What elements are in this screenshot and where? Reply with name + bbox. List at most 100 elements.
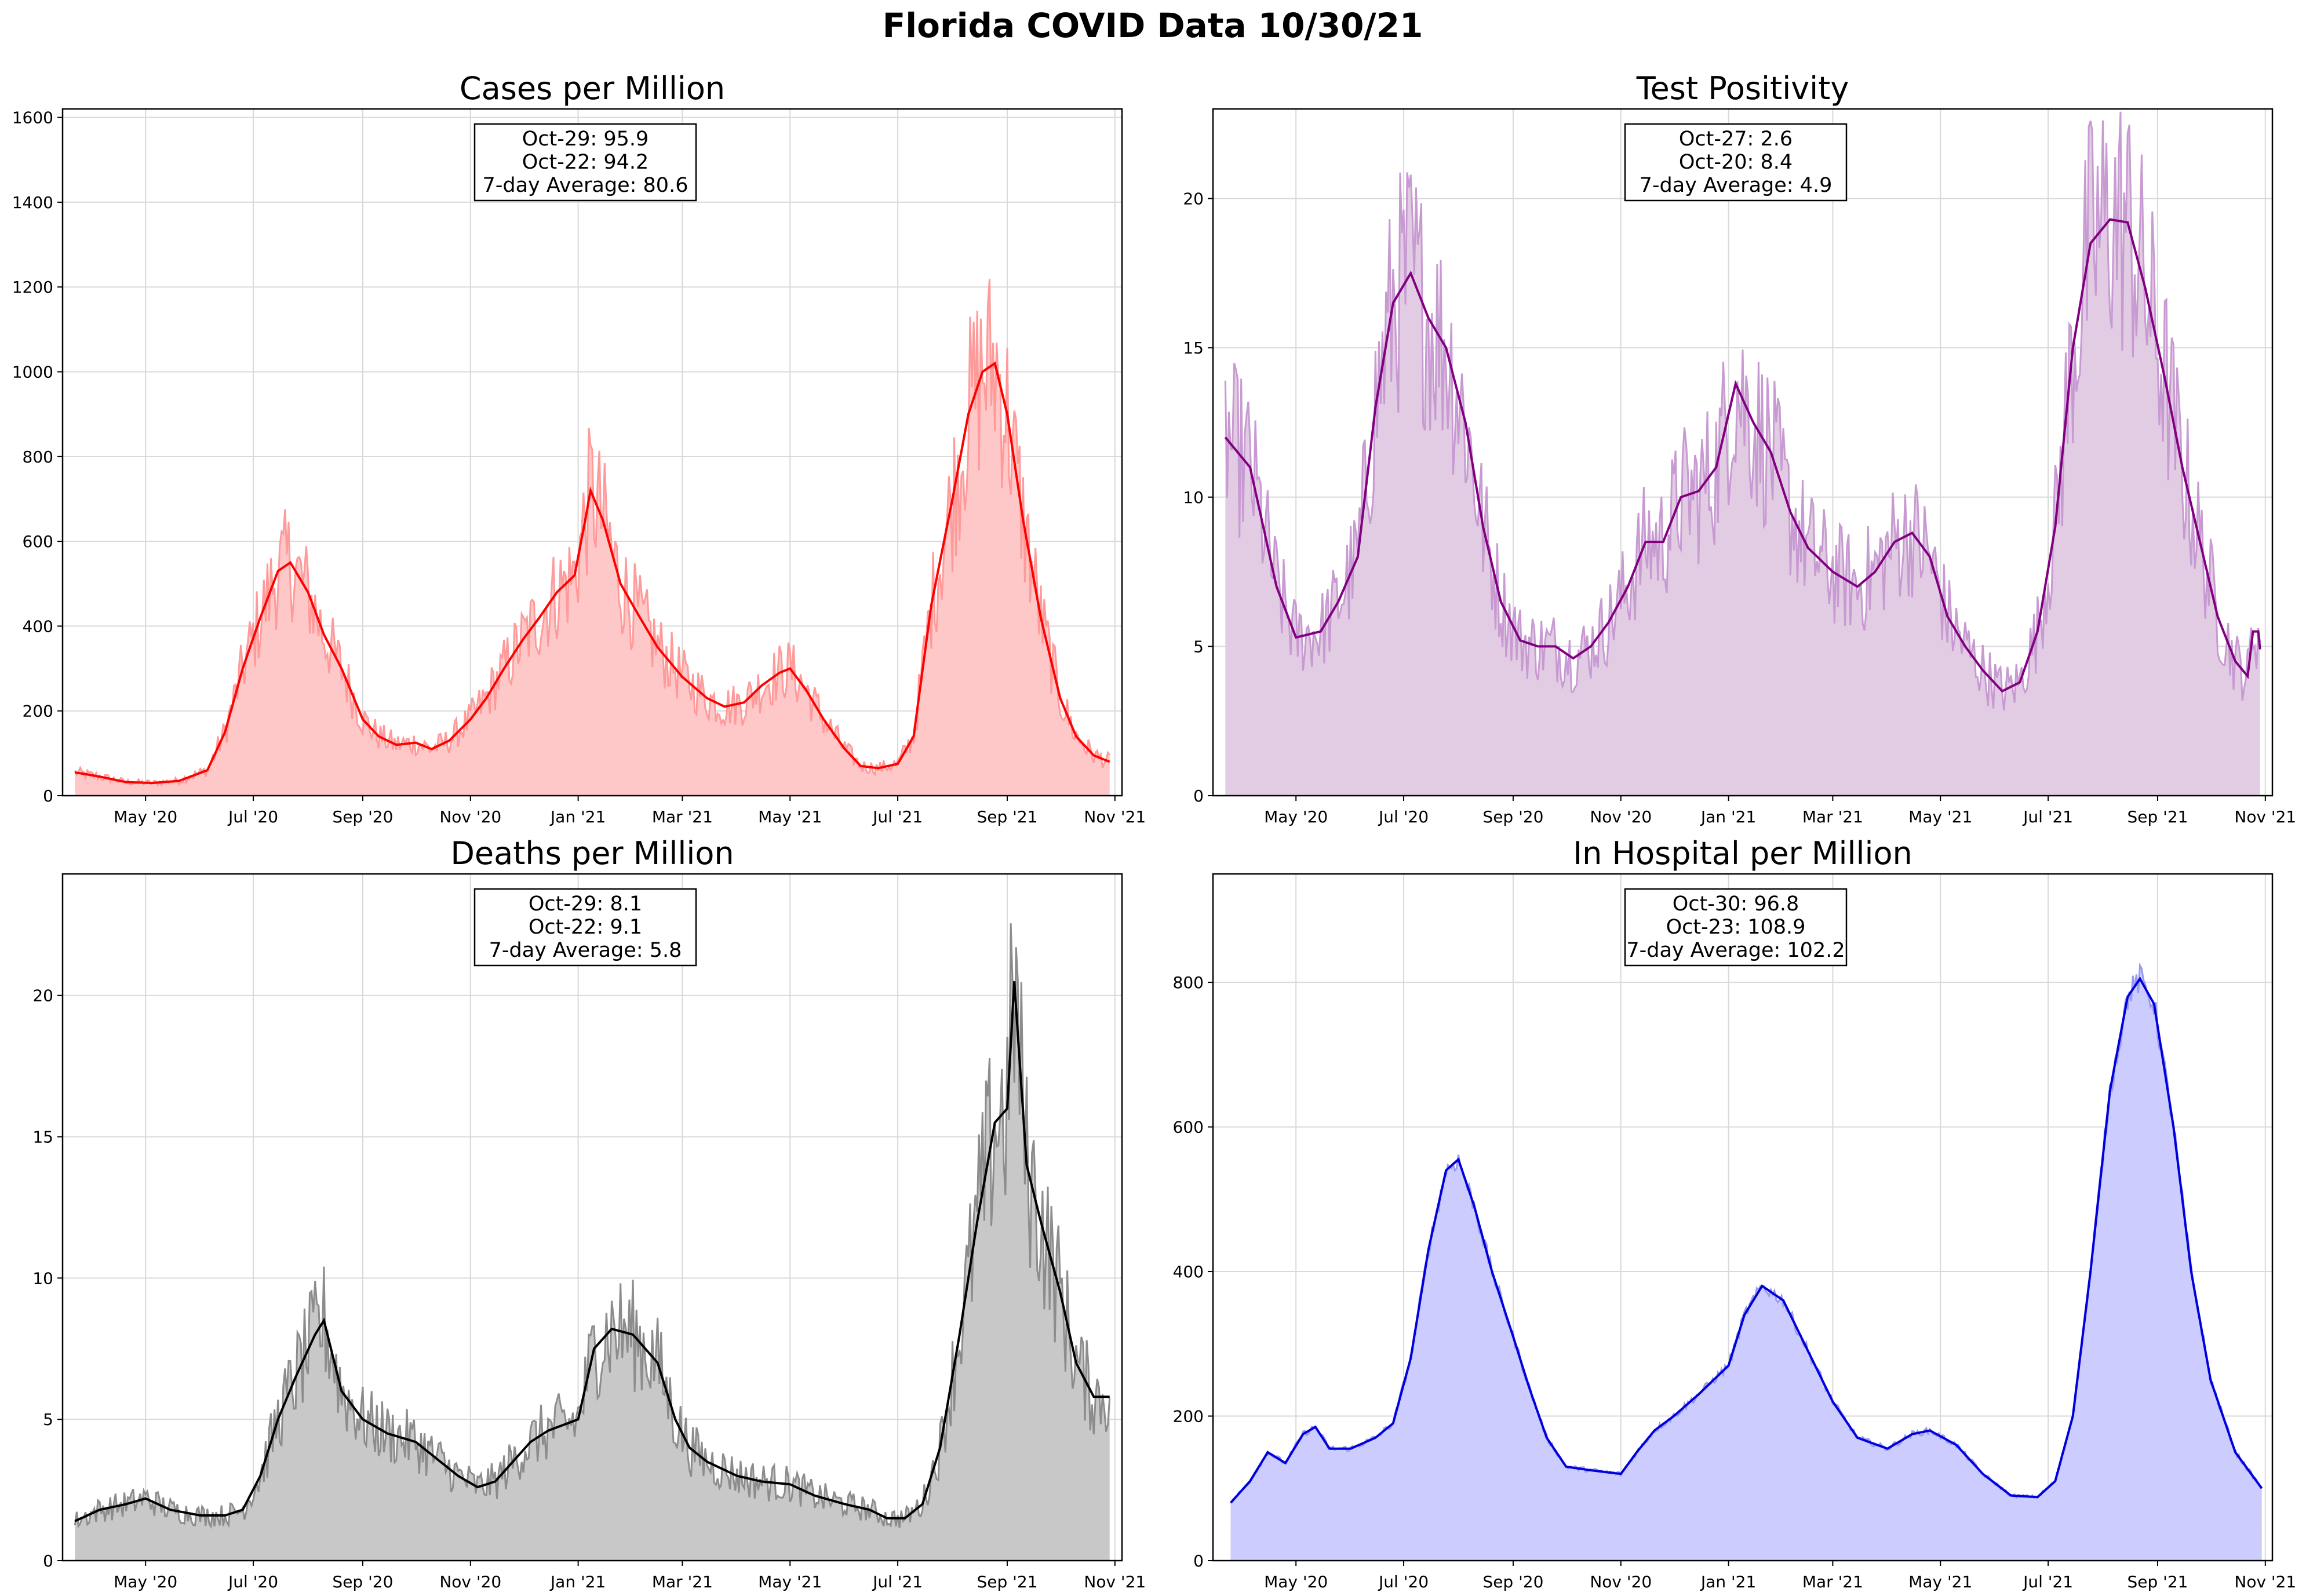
- annotation-box: [473, 123, 697, 202]
- annotation-line: Oct-27: 2.6: [1679, 127, 1793, 151]
- annotation-line: Oct-22: 94.2: [522, 151, 649, 174]
- y-tick-label: 5: [1193, 637, 1204, 656]
- x-tick-label: May '21: [1908, 1572, 1972, 1591]
- x-tick-label: May '20: [1264, 1572, 1328, 1591]
- x-tick-label: Sep '20: [1482, 807, 1543, 826]
- x-tick-label: Nov '21: [1084, 1572, 1146, 1591]
- x-tick-label: Jan '21: [549, 1572, 606, 1591]
- x-tick-label: Jan '21: [1700, 1572, 1756, 1591]
- y-tick-label: 0: [43, 786, 53, 806]
- y-tick-label: 400: [23, 617, 53, 636]
- y-tick-label: 20: [1183, 190, 1204, 209]
- axes-frame: [1212, 873, 2274, 1562]
- area-fill: [1230, 965, 2262, 1561]
- annotation-line: 7-day Average: 5.8: [489, 939, 682, 962]
- x-tick-label: Jul '20: [227, 1572, 278, 1591]
- y-tick-label: 1000: [12, 363, 53, 382]
- x-tick-label: Nov '20: [1590, 1572, 1652, 1591]
- x-tick-label: Jul '21: [2022, 807, 2073, 826]
- y-tick-label: 1200: [12, 278, 53, 297]
- x-tick-label: Sep '21: [2127, 807, 2188, 826]
- x-tick-label: Jul '20: [227, 807, 278, 826]
- annotation-box: [1624, 888, 1848, 967]
- y-tick-label: 600: [23, 532, 53, 551]
- x-tick-label: Jul '20: [1378, 1572, 1429, 1591]
- x-tick-label: May '21: [1908, 807, 1972, 826]
- panel-deaths: 0 5 10 15 20 May '20 Jul '20 Sep '20 Nov '20 Jan …: [32, 835, 1146, 1591]
- x-tick-label: Jan '21: [1700, 807, 1756, 826]
- x-tick-label: Mar '21: [1802, 807, 1863, 826]
- x-tick-label: Sep '21: [977, 807, 1037, 826]
- x-tick-label: Nov '21: [2234, 1572, 2296, 1591]
- x-tick-label: Jul '21: [2022, 1572, 2073, 1591]
- area-fill: [1225, 111, 2260, 796]
- annotation-line: Oct-20: 8.4: [1679, 151, 1793, 174]
- x-tick-label: Sep '21: [2127, 1572, 2188, 1591]
- daily-line: [74, 923, 1111, 1529]
- plot-area: [1224, 111, 2261, 796]
- x-tick-label: Sep '20: [1482, 1572, 1543, 1591]
- panel-test-positivity: 0 5 10 15 20 May '20 Jul '20 Sep '20 Nov '20 Jan …: [1183, 70, 2296, 826]
- average-line: [1224, 218, 2261, 693]
- x-tick-label: May '21: [758, 1572, 822, 1591]
- annotation-line: Oct-23: 108.9: [1666, 916, 1806, 939]
- x-tick-label: Nov '20: [439, 1572, 501, 1591]
- x-tick-label: Jul '21: [872, 1572, 923, 1591]
- panel-hospital: 0 200 400 600 800 May '20 Jul '20 Sep '20 Nov '2…: [1173, 835, 2297, 1591]
- x-tick-label: Sep '20: [332, 1572, 393, 1591]
- axes-frame: [1212, 108, 2274, 797]
- figure-title: Florida COVID Data 10/30/21: [883, 6, 1423, 45]
- y-tick-label: 400: [1173, 1262, 1204, 1281]
- axes-frame: [61, 108, 1123, 797]
- x-tick-label: May '20: [114, 807, 177, 826]
- x-tick-label: Nov '21: [1084, 807, 1146, 826]
- y-tick-label: 1600: [12, 108, 53, 127]
- annotation-line: 7-day Average: 4.9: [1640, 174, 1833, 197]
- annotation-box: [1624, 123, 1848, 202]
- y-tick-label: 1400: [12, 193, 53, 212]
- x-tick-label: Mar '21: [652, 807, 713, 826]
- y-tick-label: 200: [23, 702, 53, 721]
- annotation-line: Oct-29: 8.1: [529, 892, 642, 916]
- area-fill: [75, 923, 1110, 1561]
- y-tick-label: 0: [43, 1551, 53, 1571]
- annotation-line: 7-day Average: 102.2: [1626, 939, 1845, 962]
- y-tick-label: 200: [1173, 1407, 1204, 1426]
- y-tick-label: 15: [1183, 338, 1204, 358]
- axes-frame: [61, 873, 1123, 1562]
- y-tick-label: 600: [1173, 1118, 1204, 1137]
- plot-area: [74, 923, 1111, 1561]
- x-tick-label: Nov '20: [1590, 807, 1652, 826]
- average-line: [1230, 976, 2263, 1504]
- y-tick-label: 20: [32, 986, 53, 1005]
- average-line: [74, 981, 1110, 1522]
- y-tick-label: 0: [1193, 1551, 1204, 1571]
- x-tick-label: Mar '21: [652, 1572, 713, 1591]
- annotation-line: Oct-22: 9.1: [529, 916, 642, 939]
- annotation-line: Oct-30: 96.8: [1673, 892, 1799, 916]
- panel-title: Test Positivity: [1636, 70, 1849, 107]
- y-tick-label: 800: [23, 447, 53, 467]
- y-tick-label: 800: [1173, 973, 1204, 992]
- x-tick-label: Nov '21: [2234, 807, 2296, 826]
- panel-title: In Hospital per Million: [1573, 835, 1912, 872]
- area-fill: [75, 279, 1110, 796]
- x-tick-label: Mar '21: [1802, 1572, 1863, 1591]
- plot-area: [1230, 962, 2263, 1561]
- annotation-line: 7-day Average: 80.6: [483, 174, 688, 197]
- panel-title: Deaths per Million: [450, 835, 734, 872]
- x-tick-label: Sep '21: [977, 1572, 1037, 1591]
- daily-line: [74, 279, 1110, 788]
- panel-cases: 0 200 400 600 800 1000 1200 1400 1600 May '20 Jul …: [12, 70, 1146, 826]
- y-tick-label: 15: [32, 1128, 53, 1147]
- y-tick-label: 10: [32, 1269, 53, 1288]
- x-tick-label: May '21: [758, 807, 822, 826]
- average-line: [74, 361, 1110, 785]
- panel-title: Cases per Million: [460, 70, 725, 107]
- annotation-box: [473, 888, 697, 967]
- x-tick-label: Sep '20: [332, 807, 393, 826]
- plot-area: [74, 279, 1110, 796]
- y-tick-label: 10: [1183, 488, 1204, 507]
- x-tick-label: Nov '20: [439, 807, 501, 826]
